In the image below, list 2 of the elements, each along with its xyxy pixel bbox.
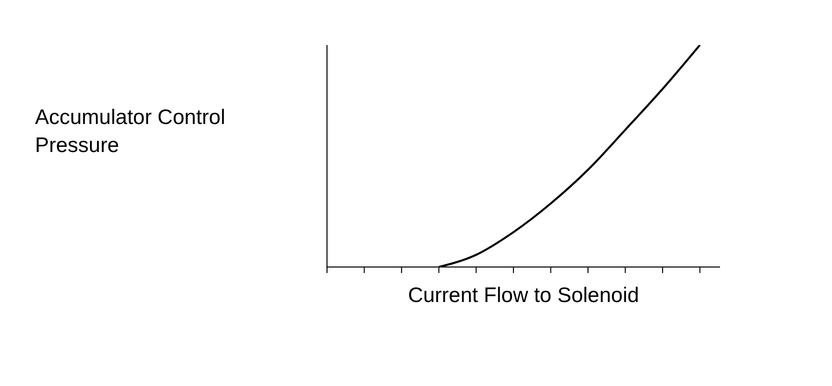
x-axis-title: Current Flow to Solenoid bbox=[406, 284, 640, 308]
y-axis-title: Accumulator Control Pressure bbox=[35, 105, 226, 159]
